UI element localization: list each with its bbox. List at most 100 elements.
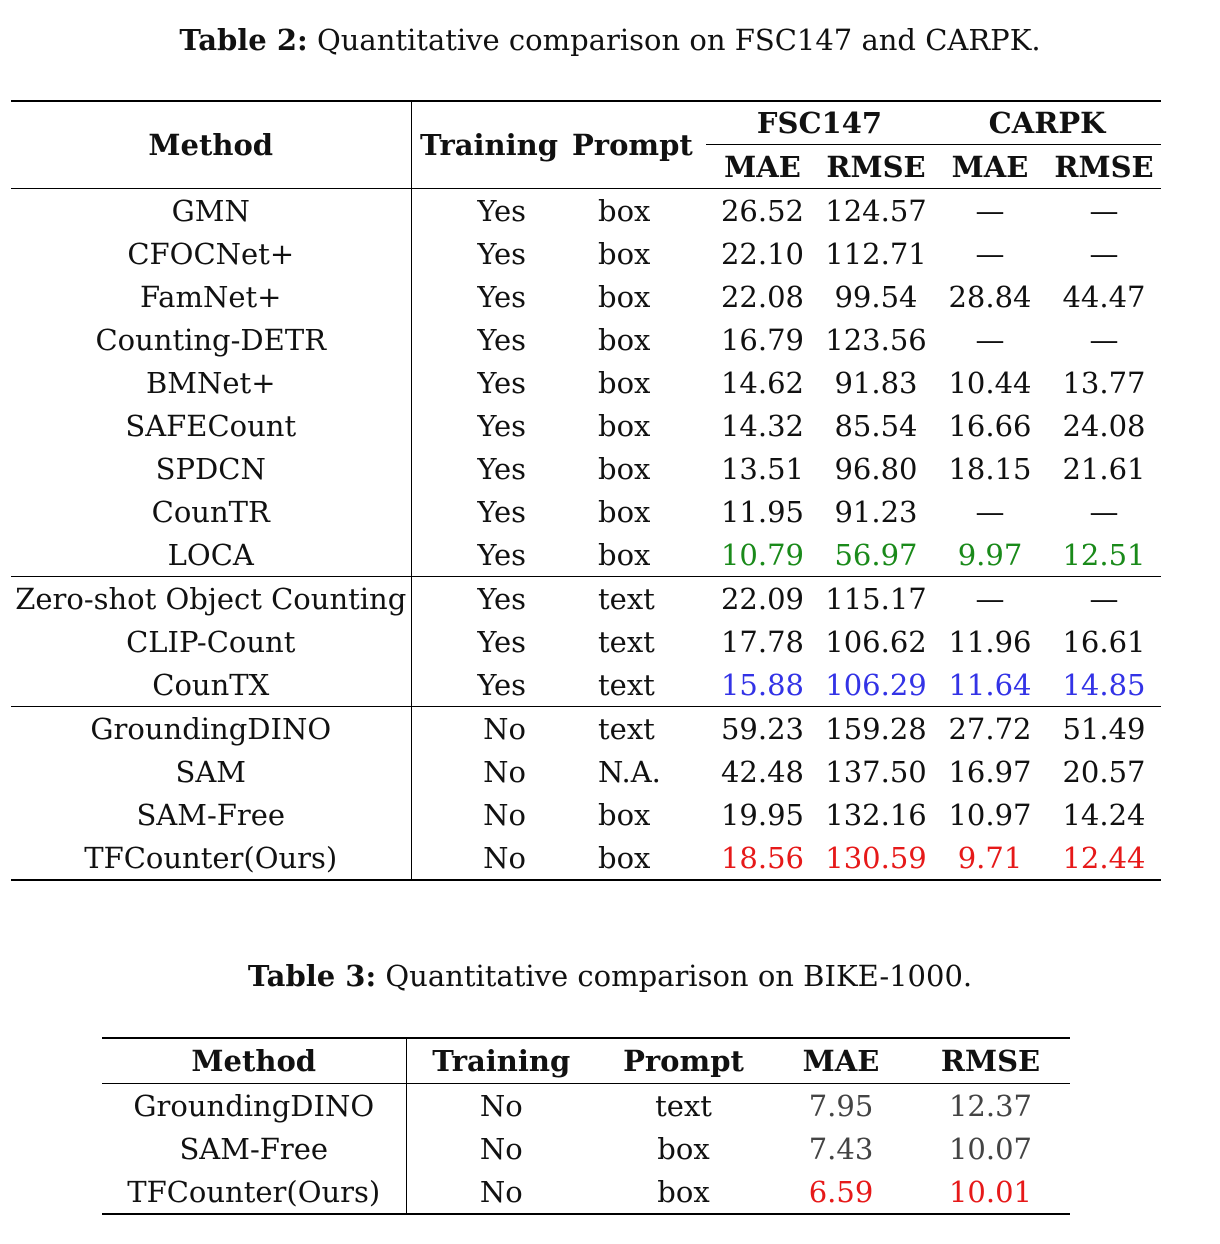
header-carpk: CARPK [933, 101, 1162, 145]
table-row: GMN Yes box 26.52 124.57 — — [11, 188, 1161, 232]
header-fsc-mae: MAE [706, 144, 819, 189]
fsc-rmse-cell: 137.50 [825, 754, 927, 789]
carpk-mae-cell: 10.97 [948, 797, 1032, 832]
mae-cell: 6.59 [808, 1174, 874, 1209]
method-cell: LOCA [11, 533, 412, 577]
method-cell: GroundingDINO [11, 706, 412, 750]
carpk-rmse-cell: 51.49 [1047, 706, 1162, 750]
fsc-mae-cell: 22.10 [720, 236, 805, 271]
carpk-mae-cell: 9.71 [957, 840, 1023, 875]
carpk-mae-cell: 18.15 [948, 451, 1032, 486]
table-row: LOCA Yes box 10.79 56.97 9.97 12.51 [11, 533, 1161, 577]
prompt-cell: box [657, 1174, 710, 1209]
carpk-rmse-cell: — [1089, 193, 1119, 228]
table-row: CounTX Yes text 15.88 106.29 11.64 14.85 [11, 663, 1161, 707]
training-cell: Yes [477, 236, 526, 271]
carpk-mae-cell: — [975, 322, 1005, 357]
carpk-mae-cell: 28.84 [948, 279, 1032, 314]
fsc-rmse-cell: 159.28 [819, 706, 933, 750]
prompt-cell: box [598, 797, 651, 832]
header-fsc-rmse: RMSE [819, 144, 933, 189]
training-cell: No [483, 840, 526, 875]
table-row: TFCounter(Ours) No box 18.56 130.59 9.71 12.44 [11, 836, 1161, 880]
training-cell: No [479, 1088, 523, 1123]
carpk-mae-cell: 9.97 [957, 537, 1023, 572]
method-cell: FamNet+ [11, 275, 412, 318]
fsc-mae-cell: 11.95 [720, 494, 805, 529]
fsc-rmse-cell: 130.59 [825, 840, 927, 875]
prompt-cell: box [598, 365, 651, 400]
table2: Method Training Prompt FSC147 CARPK MAE … [11, 100, 1162, 881]
table3-caption-text: Quantitative comparison on BIKE-1000. [385, 959, 973, 993]
carpk-mae-cell: — [933, 576, 1047, 620]
header-method: Method [11, 101, 412, 189]
rmse-cell: 12.37 [948, 1088, 1033, 1123]
t3-header-mae: MAE [771, 1038, 911, 1084]
prompt-cell: text [598, 667, 655, 702]
method-cell: Counting-DETR [11, 318, 412, 361]
method-cell: SPDCN [11, 447, 412, 490]
method-cell: TFCounter(Ours) [102, 1170, 407, 1214]
table-row: BMNet+ Yes box 14.62 91.83 10.44 13.77 [11, 361, 1161, 404]
fsc-rmse-cell: 132.16 [825, 797, 927, 832]
method-cell: GroundingDINO [102, 1083, 407, 1127]
method-cell: GMN [11, 188, 412, 232]
table-row: GroundingDINO No text 7.95 12.37 [102, 1083, 1070, 1127]
table2-caption-text: Quantitative comparison on FSC147 and CA… [316, 23, 1041, 57]
carpk-mae-cell: 10.44 [948, 365, 1032, 400]
table-row: CounTR Yes box 11.95 91.23 — — [11, 490, 1161, 533]
fsc-mae-cell: 22.08 [720, 279, 805, 314]
carpk-rmse-cell: 16.61 [1062, 624, 1146, 659]
method-cell: SAM-Free [102, 1127, 407, 1170]
fsc-rmse-cell: 123.56 [825, 322, 927, 357]
carpk-rmse-cell: 44.47 [1062, 279, 1146, 314]
fsc-mae-cell: 15.88 [720, 667, 805, 702]
method-cell: SAFECount [11, 404, 412, 447]
table-row: SAM-Free No box 19.95 132.16 10.97 14.24 [11, 793, 1161, 836]
method-cell: Zero-shot Object Counting [11, 576, 412, 620]
training-cell: Yes [477, 322, 526, 357]
fsc-mae-cell: 19.95 [720, 797, 805, 832]
table-row: CLIP-Count Yes text 17.78 106.62 11.96 16.61 [11, 620, 1161, 663]
table-row: Zero-shot Object Counting Yes text 22.09 115… [11, 576, 1162, 620]
prompt-cell: box [598, 408, 651, 443]
carpk-rmse-cell: 24.08 [1062, 408, 1146, 443]
fsc-rmse-cell: 91.83 [834, 365, 918, 400]
prompt-cell: box [598, 322, 651, 357]
training-cell: No [479, 1174, 523, 1209]
training-cell: No [479, 1131, 523, 1166]
fsc-rmse-cell: 106.29 [825, 667, 927, 702]
table-row: Counting-DETR Yes box 16.79 123.56 — — [11, 318, 1161, 361]
header-carpk-mae: MAE [933, 144, 1047, 189]
fsc-rmse-cell: 91.23 [834, 494, 918, 529]
t3-header-training: Training [406, 1038, 596, 1084]
method-cell: CLIP-Count [11, 620, 412, 663]
carpk-mae-cell: 16.66 [948, 408, 1032, 443]
prompt-cell: box [598, 537, 651, 572]
fsc-mae-cell: 14.32 [720, 408, 805, 443]
carpk-mae-cell: — [975, 236, 1005, 271]
fsc-rmse-cell: 96.80 [834, 451, 918, 486]
training-cell: Yes [477, 279, 526, 314]
carpk-rmse-cell: — [1089, 322, 1119, 357]
carpk-rmse-cell: 14.85 [1062, 667, 1146, 702]
table-row: SAFECount Yes box 14.32 85.54 16.66 24.08 [11, 404, 1161, 447]
fsc-rmse-cell: 115.17 [819, 576, 933, 620]
fsc-mae-cell: 22.09 [706, 576, 819, 620]
table-row: TFCounter(Ours) No box 6.59 10.01 [102, 1170, 1070, 1214]
table2-body: GMN Yes box 26.52 124.57— — CFOCNet+ Yes box 22.1… [11, 188, 1162, 880]
prompt-cell: box [598, 494, 651, 529]
carpk-rmse-cell: 13.77 [1062, 365, 1146, 400]
method-cell: SAM [11, 750, 412, 793]
carpk-mae-cell: 27.72 [933, 706, 1047, 750]
table-row: SAM No N.A. 42.48 137.50 16.97 20.57 [11, 750, 1161, 793]
carpk-mae-cell: 11.96 [948, 624, 1032, 659]
t3-header-prompt: Prompt [596, 1038, 771, 1084]
prompt-cell: box [598, 279, 651, 314]
carpk-mae-cell: 16.97 [948, 754, 1032, 789]
prompt-cell: box [598, 236, 651, 271]
prompt-cell: box [657, 1131, 710, 1166]
training-cell: No [411, 706, 566, 750]
carpk-rmse-cell: — [1047, 576, 1162, 620]
training-cell: Yes [477, 494, 526, 529]
